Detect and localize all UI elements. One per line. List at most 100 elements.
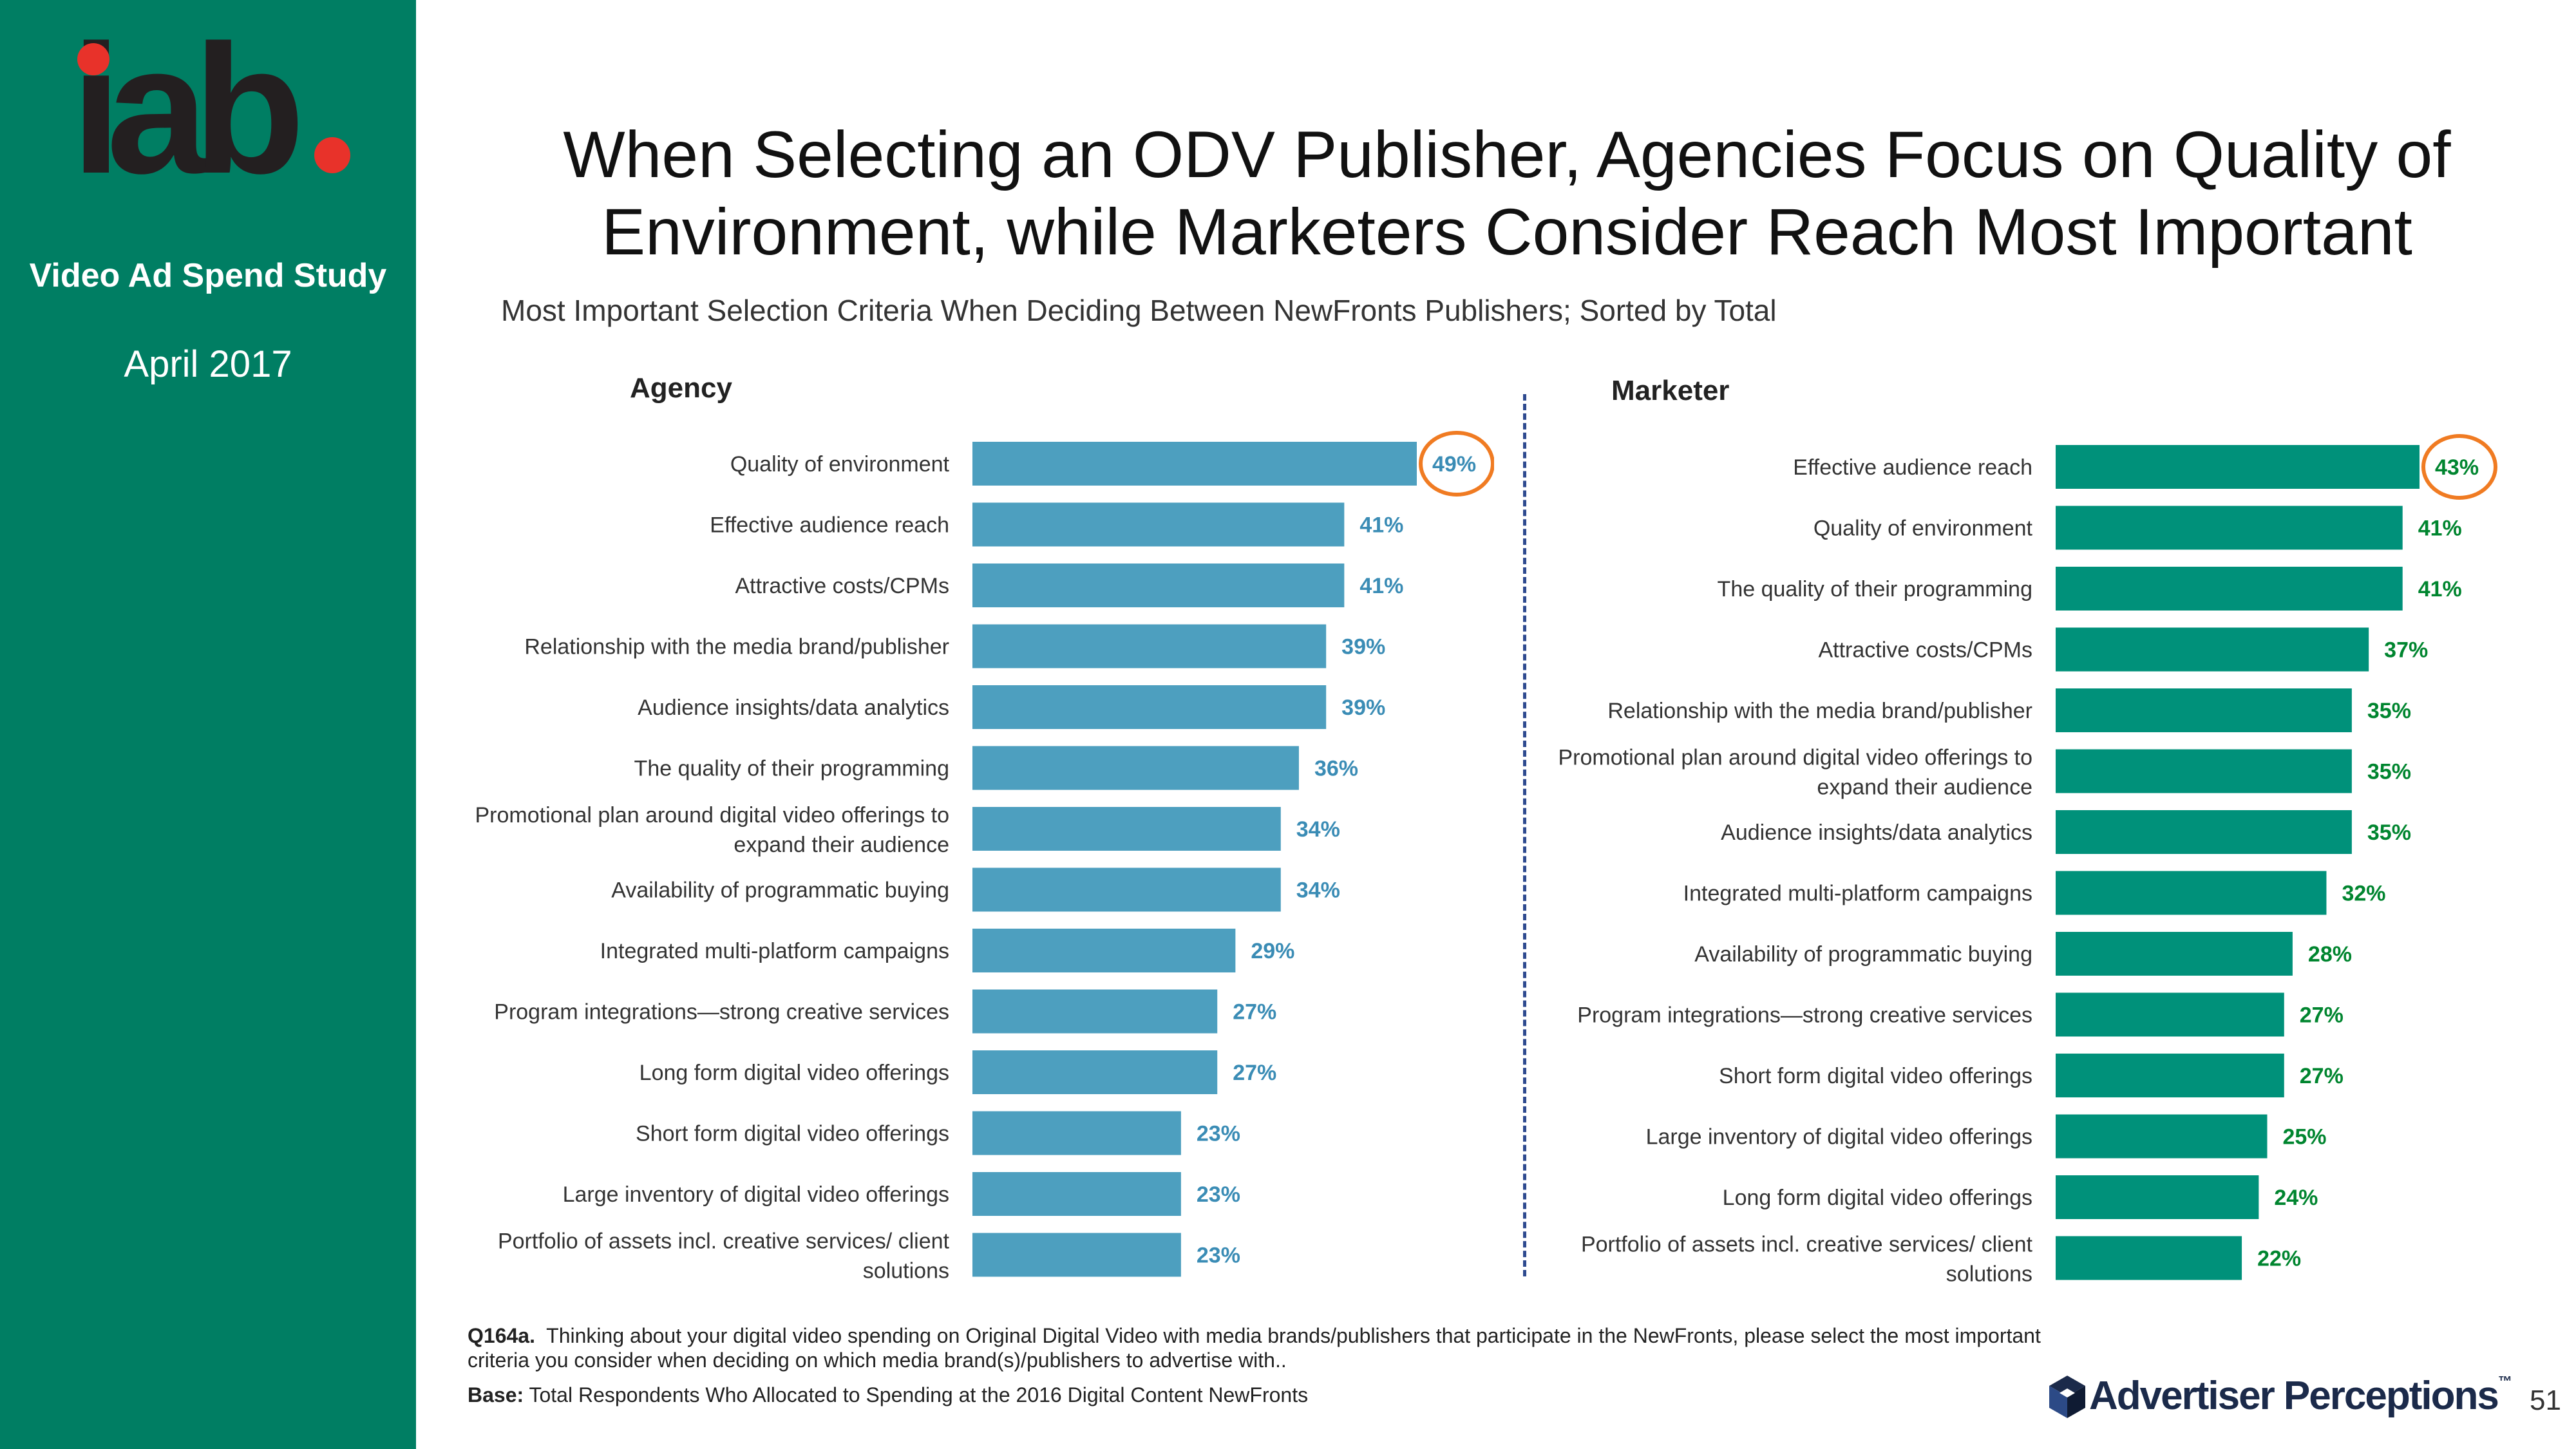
value-label: 34%: [1296, 817, 1340, 842]
question-text: Thinking about your digital video spendi…: [468, 1324, 2041, 1372]
value-label: 27%: [2300, 1003, 2344, 1028]
bar: [972, 624, 1327, 668]
bar: [2056, 810, 2352, 854]
value-label: 41%: [2418, 577, 2462, 601]
category-label: Integrated multi-platform campaigns: [1683, 882, 2032, 906]
bar: [972, 989, 1218, 1034]
bar: [972, 442, 1417, 486]
iab-logo-text: iab: [71, 7, 305, 212]
study-name: Video Ad Spend Study: [29, 257, 387, 294]
sidebar: iab Video Ad Spend Study April 2017: [0, 0, 416, 1449]
question-footnote: Q164a. Thinking about your digital video…: [468, 1323, 2052, 1372]
agency-panel-title: Agency: [630, 372, 732, 404]
category-label: Program integrations—strong creative ser…: [494, 1000, 949, 1025]
bar: [972, 1050, 1218, 1094]
bar: [2056, 1114, 2268, 1159]
category-label: Short form digital video offerings: [636, 1122, 949, 1146]
bar: [2056, 932, 2293, 976]
value-label: 37%: [2384, 638, 2428, 663]
value-label: 27%: [2300, 1064, 2344, 1088]
bar: [972, 1233, 1181, 1277]
category-label: Long form digital video offerings: [1723, 1186, 2032, 1210]
bar: [2056, 567, 2403, 611]
bar: [972, 867, 1281, 912]
trademark: ™: [2497, 1373, 2512, 1389]
highlight-circle: [2421, 434, 2497, 500]
value-label: 39%: [1341, 635, 1385, 659]
value-label: 32%: [2342, 882, 2385, 906]
agency-bar-chart: Quality of environment 49% Effective audie…: [475, 431, 1494, 1283]
value-label: 27%: [1233, 1061, 1276, 1085]
category-label: Large inventory of digital video offerin…: [1646, 1125, 2032, 1150]
advertiser-perceptions-logo: Advertiser Perceptions™: [2048, 1370, 2512, 1428]
value-label: 24%: [2274, 1186, 2318, 1210]
value-label: 43%: [2435, 455, 2479, 480]
study-date: April 2017: [124, 343, 292, 385]
bar: [972, 929, 1236, 972]
bar: [2056, 506, 2403, 550]
bar: [972, 807, 1281, 851]
bar: [972, 685, 1327, 729]
category-label: Long form digital video offerings: [639, 1061, 949, 1085]
value-label: 39%: [1341, 696, 1385, 720]
bar: [2056, 871, 2327, 915]
logo-period-icon: [314, 137, 350, 173]
category-label: Short form digital video offerings: [1719, 1064, 2032, 1088]
category-label: Attractive costs/CPMs: [1818, 638, 2032, 663]
category-label: Quality of environment: [1814, 516, 2033, 541]
panel-divider: [1523, 394, 1526, 1276]
category-label: Integrated multi-platform campaigns: [600, 939, 949, 963]
bar: [2056, 627, 2369, 672]
category-label: Attractive costs/CPMs: [735, 574, 949, 598]
category-label: Relationship with the media brand/publis…: [524, 635, 949, 659]
value-label: 23%: [1197, 1244, 1240, 1268]
category-label: Large inventory of digital video offerin…: [563, 1182, 949, 1207]
category-label: Effective audience reach: [710, 513, 949, 538]
category-label: Audience insights/data analytics: [638, 696, 949, 720]
value-label: 23%: [1197, 1122, 1240, 1146]
category-label: Program integrations—strong creative ser…: [1577, 1003, 2032, 1028]
bar: [972, 746, 1299, 790]
category-label: The quality of their programming: [634, 757, 949, 781]
bar: [2056, 992, 2284, 1037]
category-label: Audience insights/data analytics: [1721, 820, 2032, 845]
value-label: 35%: [2367, 699, 2411, 723]
cube-icon: [2049, 1376, 2085, 1418]
marketer-panel-title: Marketer: [1611, 375, 1730, 406]
logo-dot-icon: [77, 43, 109, 75]
slide-title: When Selecting an ODV Publisher, Agencie…: [563, 118, 2451, 269]
value-label: 35%: [2367, 760, 2411, 784]
category-label: Promotional plan around digital video of…: [475, 803, 949, 857]
bar: [2056, 1236, 2242, 1280]
value-label: 34%: [1296, 878, 1340, 903]
page-number: 51: [2530, 1385, 2561, 1416]
value-label: 28%: [2308, 942, 2352, 967]
marketer-bar-chart: Effective audience reach 43% Quality of en…: [1558, 434, 2497, 1287]
value-label: 23%: [1197, 1182, 1240, 1207]
value-label: 27%: [1233, 1000, 1276, 1025]
value-label: 41%: [1359, 513, 1403, 538]
category-label: Portfolio of assets incl. creative servi…: [498, 1229, 950, 1283]
category-label: The quality of their programming: [1718, 577, 2032, 601]
value-label: 25%: [2282, 1125, 2326, 1150]
category-label: Portfolio of assets incl. creative servi…: [1581, 1233, 2033, 1287]
category-label: Availability of programmatic buying: [1694, 942, 2032, 967]
bar: [972, 1111, 1181, 1155]
value-label: 49%: [1432, 452, 1476, 477]
question-label: Q164a.: [468, 1324, 535, 1347]
category-label: Quality of environment: [730, 452, 950, 477]
bar: [972, 502, 1345, 547]
bar: [2056, 1175, 2259, 1219]
bar: [2056, 445, 2420, 489]
category-label: Promotional plan around digital video of…: [1558, 746, 2032, 800]
bar: [2056, 749, 2352, 793]
category-label: Availability of programmatic buying: [611, 878, 949, 903]
base-label: Base:: [468, 1383, 524, 1406]
value-label: 41%: [1359, 574, 1403, 598]
value-label: 29%: [1251, 939, 1294, 963]
category-label: Effective audience reach: [1793, 455, 2032, 480]
bar: [2056, 1054, 2284, 1097]
slide-subtitle: Most Important Selection Criteria When D…: [501, 294, 1777, 327]
iab-logo: iab: [71, 7, 354, 212]
base-footnote: Base: Total Respondents Who Allocated to…: [468, 1383, 1308, 1407]
